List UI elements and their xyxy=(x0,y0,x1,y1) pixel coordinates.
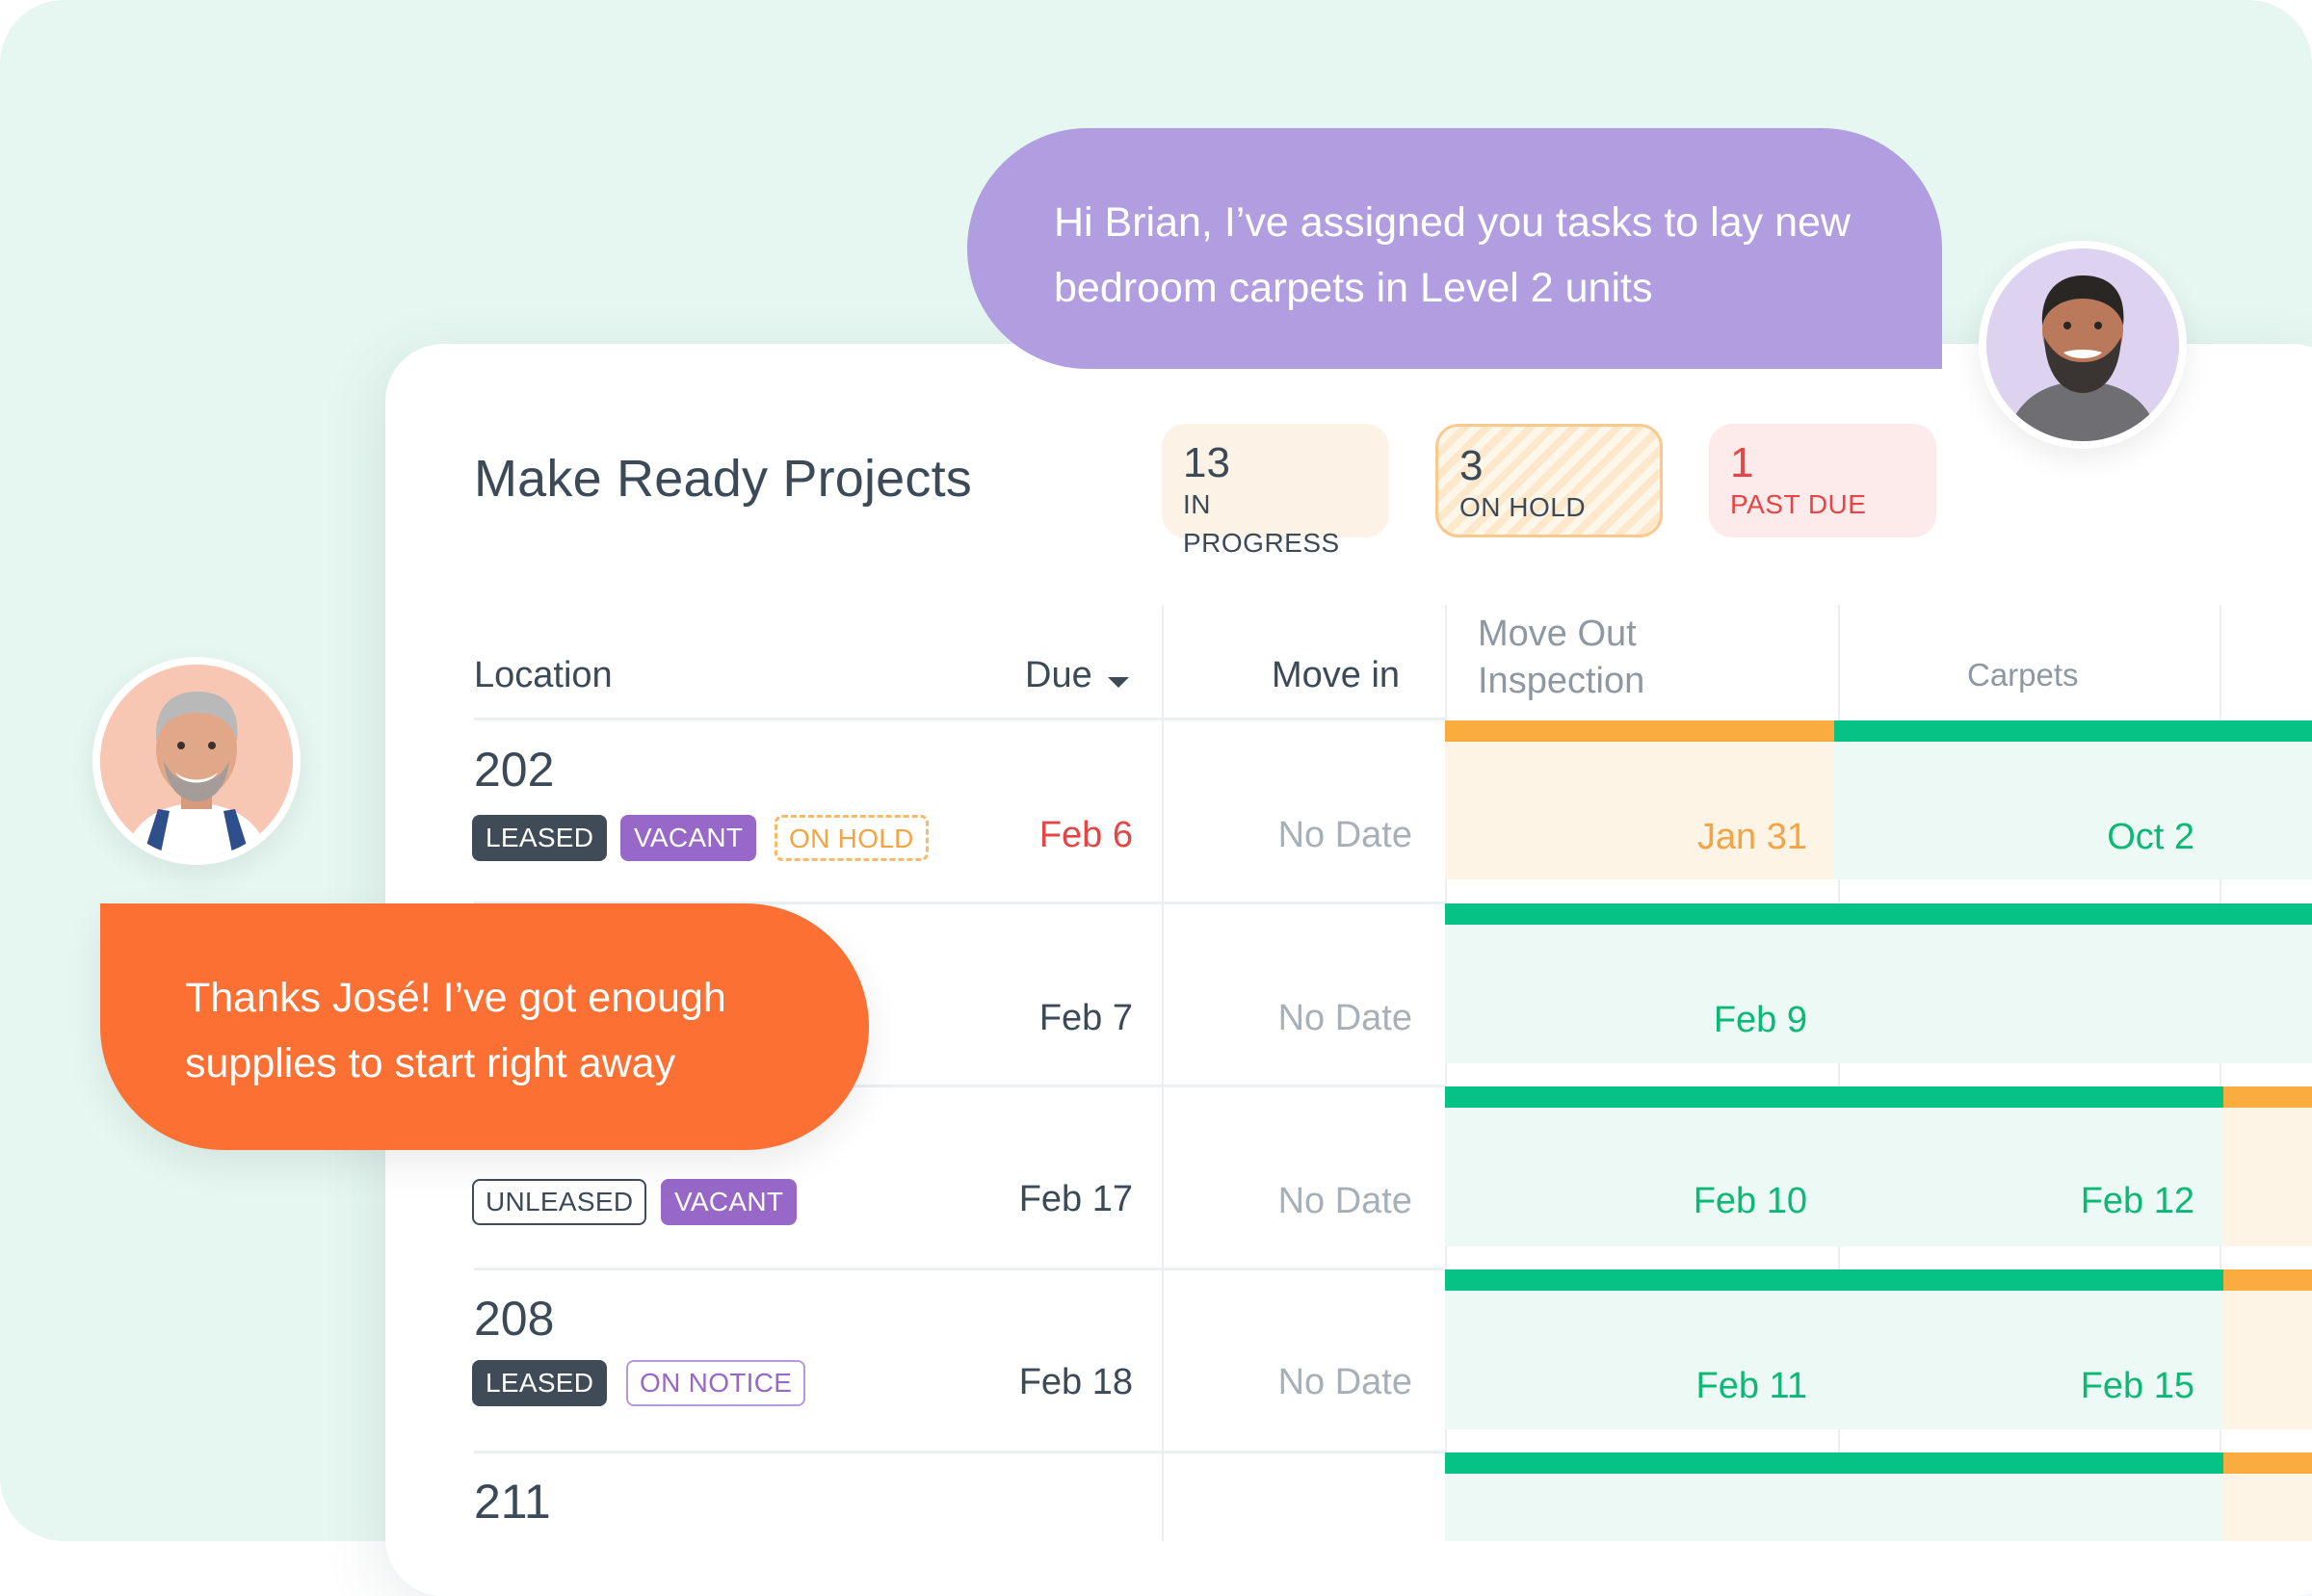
past-due-label: PAST DUE xyxy=(1730,489,1867,519)
due-header-label: Due xyxy=(1025,655,1092,695)
on-hold-label: ON HOLD xyxy=(1459,492,1587,522)
inspection-status-bar xyxy=(1445,903,2312,925)
move-in-date: No Date xyxy=(1277,1181,1412,1221)
inspection-line: Inspection xyxy=(1478,661,1645,701)
avatar-man-beard-illustration xyxy=(1986,249,2179,441)
inspection-cell[interactable] xyxy=(1445,740,1834,879)
leased-tag: LEASED xyxy=(472,815,608,861)
next-task-cell[interactable] xyxy=(2223,1291,2312,1429)
unit-number: 208 xyxy=(474,1292,555,1346)
inspection-date: Feb 10 xyxy=(1693,1181,1807,1221)
unit-number: 202 xyxy=(474,743,555,797)
move-in-date: No Date xyxy=(1277,998,1412,1038)
vacant-tag: VACANT xyxy=(620,815,757,861)
move-in-date: No Date xyxy=(1277,815,1412,855)
unleased-tag: UNLEASED xyxy=(472,1179,647,1225)
carpets-cell[interactable] xyxy=(1834,1291,2223,1429)
inspection-status-bar xyxy=(1445,1269,2223,1291)
row-divider xyxy=(474,1268,1445,1270)
due-date: Feb 6 xyxy=(1038,815,1133,855)
technician-reply-bubble: Thanks José! I’ve got enough supplies to… xyxy=(100,903,869,1150)
due-date: Feb 17 xyxy=(1018,1179,1133,1219)
carpets-date: Feb 15 xyxy=(2080,1366,2194,1406)
next-task-status-bar xyxy=(2223,1452,2312,1474)
in-progress-label: IN PROGRESS xyxy=(1183,489,1340,558)
column-header-move-out-inspection[interactable]: Move Out Inspection xyxy=(1478,611,1644,705)
inspection-cell[interactable] xyxy=(1445,1291,1834,1429)
column-divider xyxy=(2220,605,2221,1541)
inspection-cell[interactable] xyxy=(1445,925,1834,1063)
avatar-man-gray-hair-illustration xyxy=(100,665,293,857)
column-divider xyxy=(1162,605,1164,1541)
page-title: Make Ready Projects xyxy=(474,450,973,508)
vacant-tag: VACANT xyxy=(661,1179,798,1225)
on-hold-count: 3 xyxy=(1459,442,1484,489)
unit-number: 211 xyxy=(474,1475,551,1529)
carpets-cell[interactable] xyxy=(1834,1108,2223,1246)
move-in-date: No Date xyxy=(1277,1362,1412,1402)
inspection-date: Feb 11 xyxy=(1695,1366,1807,1406)
in-progress-filter[interactable]: 13 IN PROGRESS xyxy=(1162,424,1389,558)
due-date: Feb 18 xyxy=(1018,1362,1133,1402)
due-date: Feb 7 xyxy=(1038,998,1133,1038)
next-task-status-bar xyxy=(2223,1269,2312,1291)
inspection-cell[interactable] xyxy=(1445,1474,2223,1541)
row-divider xyxy=(474,718,1445,720)
next-task-cell[interactable] xyxy=(2223,1474,2312,1541)
carpets-cell[interactable] xyxy=(1834,740,2312,879)
column-header-due[interactable]: Due xyxy=(1025,655,1130,696)
manager-message-bubble: Hi Brian, I’ve assigned you tasks to lay… xyxy=(967,128,1942,369)
inspection-date: Jan 31 xyxy=(1696,817,1807,857)
carpets-date: Feb 12 xyxy=(2080,1181,2194,1221)
next-task-cell[interactable] xyxy=(2223,1108,2312,1246)
column-header-location[interactable]: Location xyxy=(474,655,613,695)
inspection-status-bar xyxy=(1445,720,1834,742)
inspection-status-bar xyxy=(1445,1452,2223,1474)
carpets-date: Oct 2 xyxy=(2107,817,2194,857)
caret-down-icon xyxy=(1108,677,1130,689)
avatar-man-gray-hair[interactable] xyxy=(92,657,301,865)
past-due-filter[interactable]: 1 PAST DUE xyxy=(1709,424,1936,537)
past-due-count: 1 xyxy=(1730,439,1754,486)
row-divider xyxy=(474,1085,1445,1087)
row-divider xyxy=(474,902,1445,904)
inspection-cell[interactable] xyxy=(1445,1108,1834,1246)
carpets-cell[interactable] xyxy=(1834,925,2312,1063)
leased-tag: LEASED xyxy=(472,1360,608,1406)
row-divider xyxy=(474,1451,1445,1453)
column-header-move-in[interactable]: Move in xyxy=(1272,655,1401,695)
on-hold-tag: ON HOLD xyxy=(775,815,929,861)
column-header-carpets[interactable]: Carpets xyxy=(1967,657,2079,693)
column-divider xyxy=(1445,605,1447,1541)
move-out-line: Move Out xyxy=(1478,614,1637,654)
in-progress-count: 13 xyxy=(1183,439,1230,486)
avatar-man-beard[interactable] xyxy=(1979,241,2187,449)
on-hold-filter[interactable]: 3 ON HOLD xyxy=(1435,424,1663,537)
inspection-date: Feb 9 xyxy=(1713,1000,1807,1040)
column-divider xyxy=(1838,605,1840,1541)
next-task-status-bar xyxy=(2223,1086,2312,1108)
on-notice-tag: ON NOTICE xyxy=(626,1360,806,1406)
inspection-status-bar xyxy=(1445,1086,2223,1108)
carpets-status-bar xyxy=(1834,720,2312,742)
